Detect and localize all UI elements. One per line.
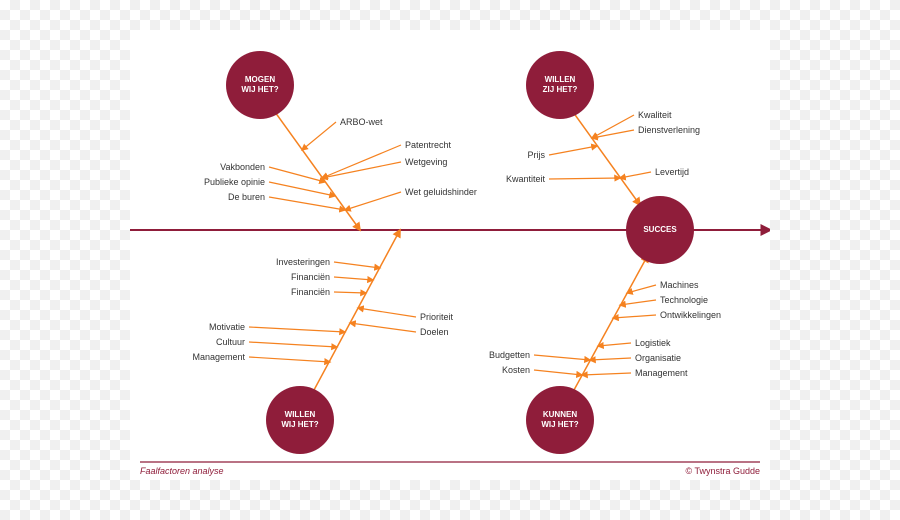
twig-kunnen-4: [590, 358, 631, 360]
factor-kunnen-0: Machines: [660, 280, 699, 290]
footer-credit: © Twynstra Gudde: [685, 466, 760, 476]
factor-willen_zij-0: Kwaliteit: [638, 110, 672, 120]
factor-willen_wij-6: Prioriteit: [420, 312, 454, 322]
bone-willen_wij: [314, 230, 400, 390]
factor-mogen-3: Wet geluidshinder: [405, 187, 477, 197]
bone-willen_zij: [573, 112, 640, 205]
twig-mogen-3: [345, 192, 401, 210]
factor-willen_wij-7: Doelen: [420, 327, 449, 337]
twig-willen_wij-6: [358, 308, 416, 317]
factor-willen_wij-2: Financiën: [291, 287, 330, 297]
node-kunnen-label: KUNNEN: [543, 410, 577, 419]
factor-kunnen-7: Kosten: [502, 365, 530, 375]
twig-willen_wij-3: [249, 327, 345, 332]
factor-willen_zij-1: Dienstverlening: [638, 125, 700, 135]
factor-willen_wij-0: Investeringen: [276, 257, 330, 267]
node-willen_zij-label: WILLEN: [545, 75, 576, 84]
factor-kunnen-3: Logistiek: [635, 338, 671, 348]
diagram-stage: ARBO-wet Patentrecht Wetgeving Wet geluidsh…: [130, 30, 770, 480]
twig-mogen-1: [322, 145, 401, 178]
factor-mogen-0: ARBO-wet: [340, 117, 383, 127]
factor-willen_wij-1: Financiën: [291, 272, 330, 282]
twig-willen_wij-4: [249, 342, 337, 347]
node-willen_wij-label: WILLEN: [285, 410, 316, 419]
twig-mogen-2: [322, 162, 401, 178]
twig-kunnen-1: [620, 300, 656, 305]
twig-kunnen-3: [598, 343, 631, 346]
twig-willen_wij-5: [249, 357, 330, 362]
node-mogen-label: MOGEN: [245, 75, 275, 84]
factor-kunnen-5: Management: [635, 368, 688, 378]
factor-willen_zij-4: Kwantiteit: [506, 174, 546, 184]
twig-willen_zij-4: [549, 178, 620, 179]
twig-kunnen-2: [613, 315, 656, 318]
footer-caption: Faalfactoren analyse: [140, 466, 224, 476]
twig-willen_wij-2: [334, 292, 366, 293]
node-mogen-label: WIJ HET?: [241, 85, 278, 94]
factor-mogen-6: De buren: [228, 192, 265, 202]
factor-kunnen-1: Technologie: [660, 295, 708, 305]
factor-kunnen-6: Budgetten: [489, 350, 530, 360]
fishbone-svg: ARBO-wet Patentrecht Wetgeving Wet geluidsh…: [130, 30, 770, 480]
factor-mogen-5: Publieke opinie: [204, 177, 265, 187]
factor-mogen-2: Wetgeving: [405, 157, 447, 167]
twig-willen_wij-1: [334, 277, 373, 280]
twig-mogen-6: [269, 197, 345, 210]
twig-kunnen-6: [534, 355, 590, 360]
node-willen_wij-label: WIJ HET?: [281, 420, 318, 429]
factor-willen_wij-5: Management: [192, 352, 245, 362]
factor-willen_zij-2: Levertijd: [655, 167, 689, 177]
twig-willen_zij-3: [549, 146, 597, 155]
twig-willen_zij-2: [620, 172, 651, 178]
factor-mogen-4: Vakbonden: [220, 162, 265, 172]
factor-kunnen-2: Ontwikkelingen: [660, 310, 721, 320]
node-result-label: SUCCES: [643, 225, 677, 234]
twig-willen_wij-7: [350, 323, 416, 332]
factor-mogen-1: Patentrecht: [405, 140, 452, 150]
factor-willen_wij-3: Motivatie: [209, 322, 245, 332]
node-willen_zij-label: ZIJ HET?: [543, 85, 578, 94]
twig-mogen-5: [269, 182, 335, 196]
factor-willen_wij-4: Cultuur: [216, 337, 245, 347]
twig-kunnen-5: [582, 373, 631, 375]
twig-kunnen-7: [534, 370, 582, 375]
twig-mogen-0: [302, 122, 336, 150]
factor-kunnen-4: Organisatie: [635, 353, 681, 363]
node-kunnen-label: WIJ HET?: [541, 420, 578, 429]
bone-mogen: [275, 112, 360, 230]
factor-willen_zij-3: Prijs: [528, 150, 546, 160]
twig-willen_wij-0: [334, 262, 380, 268]
